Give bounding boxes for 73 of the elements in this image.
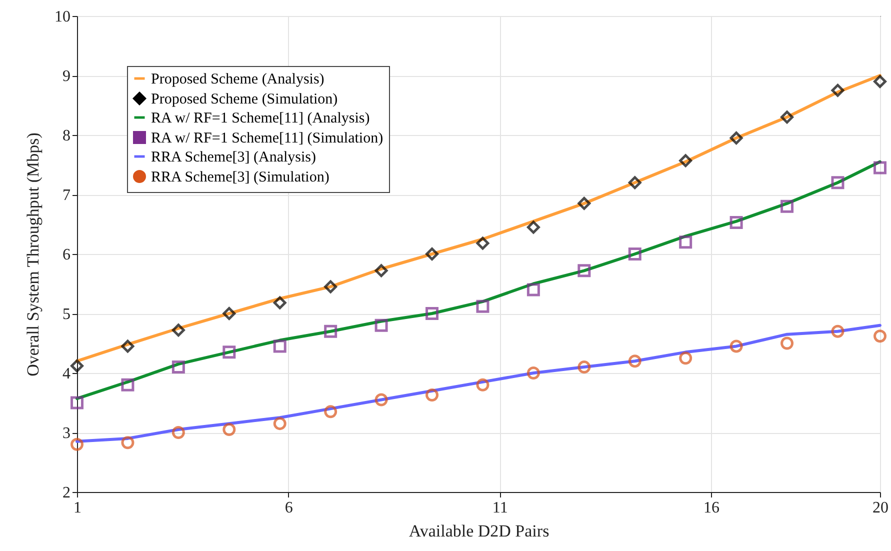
point: [70, 438, 84, 451]
y-tick-label: 6: [62, 246, 70, 264]
point: [578, 196, 591, 210]
point: [780, 200, 794, 213]
point: [679, 352, 692, 365]
point: [121, 340, 134, 353]
x-tick-label: 1: [74, 500, 82, 516]
point: [730, 216, 743, 229]
point: [679, 154, 692, 168]
y-tick-label: 3: [62, 425, 70, 442]
point: [679, 236, 692, 249]
point: [273, 417, 286, 430]
point: [526, 366, 540, 380]
point: [780, 110, 794, 124]
point: [70, 359, 84, 372]
point: [628, 176, 642, 190]
point: [526, 220, 540, 234]
x-tick-label: 11: [492, 500, 508, 516]
x-tick-label: 16: [703, 500, 720, 516]
legend-label: RA w/ RF=1 Scheme[11] (Analysis): [151, 110, 370, 126]
point: [476, 378, 490, 392]
point: [222, 346, 236, 359]
y-tick-label: 4: [62, 366, 70, 382]
point: [374, 393, 388, 406]
y-tick-label: 7: [62, 187, 70, 204]
point: [121, 378, 134, 392]
point: [730, 131, 743, 144]
point: [426, 307, 439, 320]
point: [578, 360, 591, 374]
y-tick-label: 8: [62, 128, 70, 144]
legend-label: RA w/ RF=1 Scheme[11] (Simulation): [151, 130, 384, 146]
point: [476, 236, 490, 250]
legend-label: RRA Scheme[3] (Simulation): [151, 170, 330, 186]
point: [324, 280, 338, 294]
point: [121, 436, 134, 450]
point: [874, 161, 886, 174]
y-tick-label: 2: [62, 484, 70, 502]
point: [874, 330, 886, 343]
point: [374, 264, 388, 278]
point: [222, 423, 236, 436]
point: [273, 340, 286, 353]
point: [172, 324, 185, 337]
point: [222, 307, 236, 320]
y-tick-label: 5: [62, 306, 70, 323]
y-tick-label: 10: [54, 8, 70, 26]
point: [628, 354, 642, 368]
point: [324, 324, 338, 338]
point: [578, 264, 591, 278]
point: [831, 176, 844, 190]
legend-label: Proposed Scheme (Simulation): [151, 92, 338, 108]
x-tick-label: 6: [284, 500, 293, 516]
point: [426, 388, 439, 402]
point: [831, 84, 844, 97]
legend-label: RRA Scheme[3] (Analysis): [151, 150, 316, 166]
point: [426, 248, 439, 260]
point: [172, 360, 185, 374]
point: [526, 283, 540, 296]
point: [324, 405, 338, 418]
point: [70, 396, 84, 410]
point: [874, 74, 886, 88]
legend-label: Proposed Scheme (Analysis): [151, 72, 324, 88]
point: [476, 300, 490, 313]
y-tick-label: 9: [62, 68, 70, 85]
point: [172, 426, 185, 439]
point: [628, 248, 642, 260]
point: [831, 324, 844, 338]
point: [780, 336, 794, 350]
point: [730, 340, 743, 353]
y-axis-title: Overall System Throughput (Mbps): [24, 132, 42, 376]
x-axis-title: Available D2D Pairs: [408, 522, 550, 540]
point: [374, 318, 388, 332]
point: [273, 296, 286, 310]
x-tick-label: 20: [872, 500, 888, 516]
